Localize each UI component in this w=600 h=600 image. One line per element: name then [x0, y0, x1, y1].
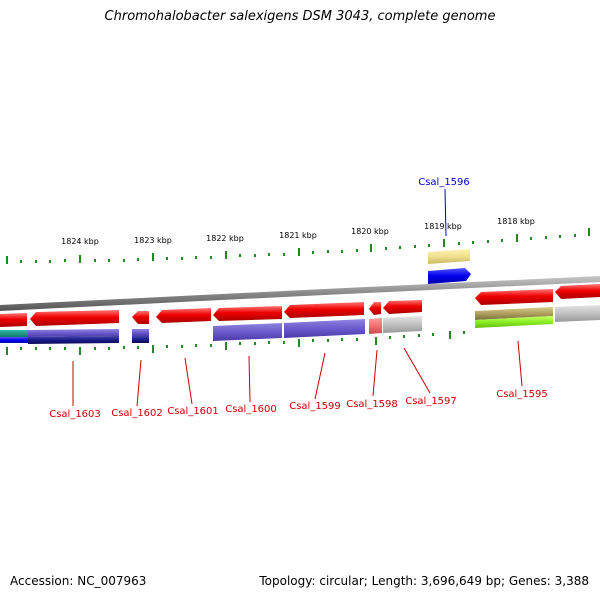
- reverse-strand-cds: [0, 284, 600, 327]
- feature-band-1600: [213, 323, 282, 341]
- scale-label: 1820 kbp: [351, 227, 389, 236]
- leader-csal-1596: [444, 188, 447, 237]
- genome-summary: Topology: circular; Length: 3,696,649 bp…: [259, 574, 589, 588]
- genome-backbone: [0, 276, 600, 311]
- feature-band-1603: [28, 329, 119, 337]
- feature-band-1599: [284, 319, 365, 338]
- feature-csal-1603: [30, 310, 119, 326]
- feature-csal-1595: [475, 289, 553, 305]
- leader-csal-1597: [403, 347, 431, 394]
- feature-band-1603-navy: [28, 336, 119, 344]
- feature-csal-1596-homolog: [428, 249, 470, 264]
- scale-ticks-top: [6, 228, 590, 264]
- leader-csal-1602: [136, 359, 142, 407]
- feature-band-1602-navy: [132, 336, 149, 343]
- gene-label-csal-1597: Csal_1597: [405, 396, 457, 407]
- scale-label: 1819 kbp: [424, 222, 462, 231]
- gene-label-csal-1602: Csal_1602: [111, 408, 163, 419]
- feature-band-teal: [0, 330, 28, 337]
- leader-csal-1600: [248, 355, 251, 403]
- gene-label-csal-1596: Csal_1596: [418, 177, 470, 188]
- scale-label: 1821 kbp: [279, 231, 317, 240]
- accession-label: Accession: NC_007963: [10, 574, 147, 588]
- feature-band-1595-olive: [475, 307, 553, 320]
- feature-band-blue: [0, 337, 28, 343]
- feature-csal-1597: [383, 300, 422, 314]
- scale-label: 1822 kbp: [206, 234, 244, 243]
- feature-next-gene: [555, 284, 600, 299]
- leader-lines: [72, 188, 523, 407]
- leader-csal-1601: [184, 357, 193, 405]
- scale-label: 1824 kbp: [61, 237, 99, 246]
- gene-label-csal-1598: Csal_1598: [346, 399, 398, 410]
- scale-ticks-bottom: [6, 331, 465, 355]
- leader-csal-1595: [517, 340, 523, 387]
- scale-label: 1823 kbp: [134, 236, 172, 245]
- feature-band-1598: [369, 318, 382, 334]
- feature-csal-1601: [156, 308, 211, 323]
- feature-csal-1599: [284, 302, 364, 318]
- annotation-band: [0, 305, 600, 344]
- feature-band-1602: [132, 329, 149, 336]
- feature-csal-1598: [369, 302, 381, 315]
- feature-band-1597: [383, 316, 422, 333]
- map-title: Chromohalobacter salexigens DSM 3043, co…: [104, 9, 496, 24]
- leader-csal-1599: [314, 352, 326, 400]
- feature-band-1595-green: [475, 316, 553, 328]
- gene-label-csal-1599: Csal_1599: [289, 401, 341, 412]
- feature-csal-1602: [132, 311, 149, 324]
- leader-csal-1598: [372, 349, 378, 397]
- gene-label-csal-1603: Csal_1603: [49, 409, 101, 420]
- scale-label: 1818 kbp: [497, 217, 535, 226]
- feature-band-next: [555, 305, 600, 322]
- gene-label-csal-1600: Csal_1600: [225, 404, 277, 415]
- feature-csal-1603-left: [0, 313, 27, 327]
- feature-csal-1600: [213, 306, 282, 321]
- gene-label-csal-1601: Csal_1601: [167, 406, 219, 417]
- gene-label-csal-1595: Csal_1595: [496, 389, 548, 400]
- feature-csal-1596: [428, 268, 471, 284]
